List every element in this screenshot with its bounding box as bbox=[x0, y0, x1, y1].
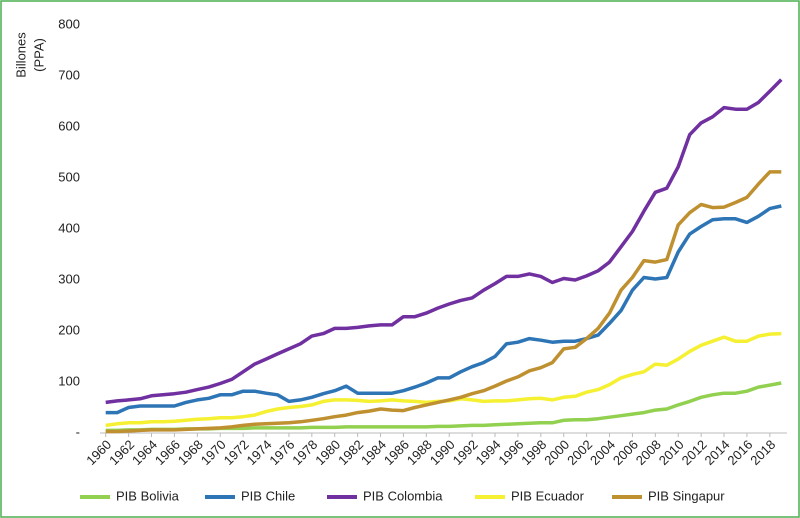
legend-label: PIB Chile bbox=[241, 488, 295, 503]
legend-label: PIB Ecuador bbox=[511, 488, 585, 503]
y-axis-label: (PPA) bbox=[31, 38, 46, 72]
y-tick-label: 600 bbox=[58, 118, 80, 133]
y-tick-label: 500 bbox=[58, 169, 80, 184]
y-tick-label: 400 bbox=[58, 220, 80, 235]
legend-label: PIB Singapur bbox=[648, 488, 725, 503]
y-tick-label: 800 bbox=[58, 16, 80, 31]
y-tick-label: 200 bbox=[58, 322, 80, 337]
legend-label: PIB Colombia bbox=[363, 488, 443, 503]
y-tick-label: 700 bbox=[58, 67, 80, 82]
y-tick-label: - bbox=[76, 424, 80, 439]
y-tick-label: 300 bbox=[58, 271, 80, 286]
y-tick-label: 100 bbox=[58, 373, 80, 388]
series-line bbox=[105, 204, 782, 415]
series-line bbox=[105, 78, 783, 405]
y-axis-label: Billones bbox=[13, 32, 28, 78]
legend-label: PIB Bolivia bbox=[116, 488, 180, 503]
series-line bbox=[105, 170, 782, 434]
